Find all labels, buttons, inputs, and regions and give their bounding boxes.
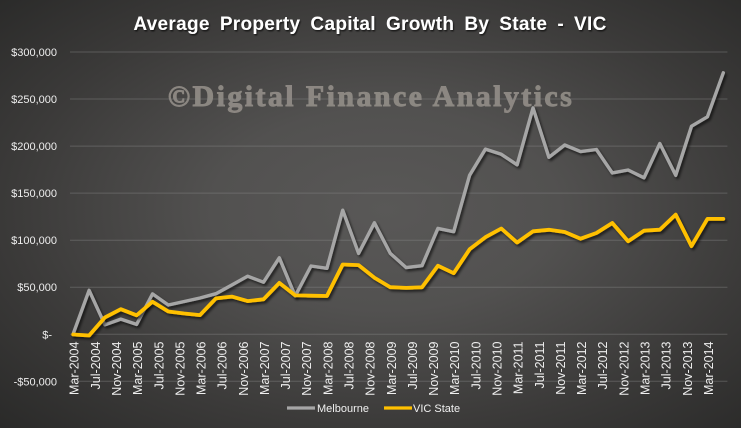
svg-text:Jul-2011: Jul-2011 [533,341,547,388]
svg-text:Jul-2010: Jul-2010 [469,341,483,389]
svg-text:Average Property Capital Growt: Average Property Capital Growth By State… [133,14,606,35]
svg-text:Jul-2007: Jul-2007 [279,341,293,389]
svg-text:Nov-2007: Nov-2007 [300,341,314,395]
svg-text:Mar-2010: Mar-2010 [448,341,462,395]
svg-text:Jul-2012: Jul-2012 [596,341,610,389]
svg-text:Nov-2004: Nov-2004 [110,341,124,395]
svg-text:Jul-2004: Jul-2004 [89,341,103,389]
svg-text:Nov-2006: Nov-2006 [237,341,251,395]
svg-text:Mar-2007: Mar-2007 [258,341,272,395]
svg-text:Mar-2005: Mar-2005 [131,341,145,395]
svg-text:Jul-2005: Jul-2005 [152,341,166,389]
svg-text:©Digital Finance Analytics: ©Digital Finance Analytics [168,80,574,113]
svg-text:$-: $- [42,329,52,341]
svg-text:$250,000: $250,000 [11,94,57,106]
svg-text:Mar-2009: Mar-2009 [385,341,399,395]
svg-text:Nov-2009: Nov-2009 [427,341,441,395]
svg-text:Jul-2009: Jul-2009 [406,341,420,389]
svg-text:Nov-2005: Nov-2005 [173,341,187,395]
svg-text:Mar-2014: Mar-2014 [702,341,716,395]
svg-text:$100,000: $100,000 [11,235,57,247]
svg-text:$200,000: $200,000 [11,141,57,153]
svg-text:Nov-2011: Nov-2011 [554,341,568,394]
svg-text:Mar-2006: Mar-2006 [195,341,209,395]
svg-text:Mar-2008: Mar-2008 [321,341,335,395]
svg-text:Jul-2008: Jul-2008 [343,341,357,389]
svg-text:Mar-2004: Mar-2004 [68,341,82,395]
svg-text:Nov-2010: Nov-2010 [491,341,505,395]
svg-text:Jul-2006: Jul-2006 [216,341,230,389]
svg-text:Nov-2012: Nov-2012 [617,341,631,395]
svg-text:$50,000: $50,000 [17,282,57,294]
svg-text:$300,000: $300,000 [11,47,57,59]
svg-text:$150,000: $150,000 [11,188,57,200]
svg-text:Mar-2012: Mar-2012 [575,341,589,395]
svg-text:Nov-2008: Nov-2008 [364,341,378,395]
svg-text:VIC State: VIC State [413,403,460,415]
svg-text:Mar-2013: Mar-2013 [639,341,653,395]
svg-text:-$50,000: -$50,000 [14,376,57,388]
svg-text:Jul-2013: Jul-2013 [660,341,674,389]
svg-text:Nov-2013: Nov-2013 [681,341,695,395]
svg-text:Mar-2011: Mar-2011 [512,341,526,394]
svg-text:Melbourne: Melbourne [317,403,369,415]
